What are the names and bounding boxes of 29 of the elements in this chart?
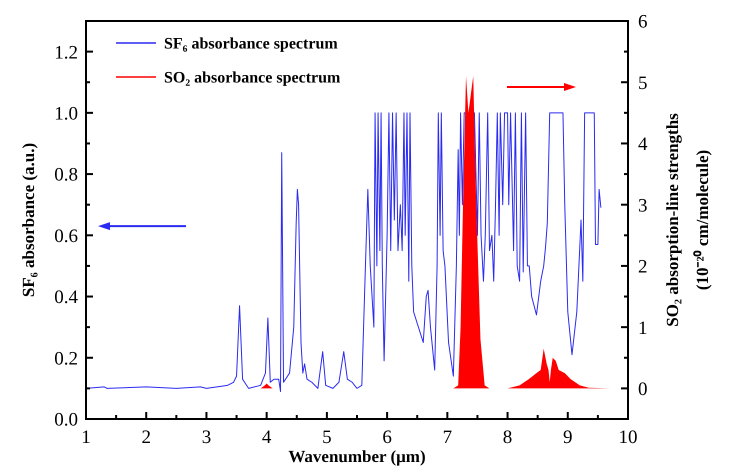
- x-tick-label: 3: [202, 427, 212, 448]
- y-tick-label: 0.8: [54, 164, 78, 186]
- x-tick-label: 4: [262, 427, 272, 448]
- y2-tick-label: 0: [638, 379, 648, 400]
- x-tick-label: 8: [502, 427, 512, 448]
- y2-tick-label: 2: [638, 256, 648, 278]
- y2-tick-label: 6: [638, 12, 648, 33]
- x-tick-label: 5: [322, 427, 332, 448]
- y-tick-label: 0.2: [54, 348, 78, 370]
- legend-label: SO₂ absorbance spectrum: [164, 70, 342, 87]
- y2-tick-label: 3: [638, 195, 648, 216]
- y-tick-label: 1.2: [54, 42, 78, 64]
- y-tick-label: 1.0: [54, 103, 78, 124]
- x-tick-label: 10: [618, 427, 638, 448]
- y-axis-title: SF₆ absorbance (a.u.): [19, 142, 38, 298]
- y2-axis-title: SO₂ absorption-line strengths (10⁻²⁰ cm/molecule): [663, 112, 712, 327]
- y2-tick-label: 5: [638, 72, 648, 94]
- y-tick-label: 0.6: [54, 226, 78, 247]
- y2-tick-label: 4: [638, 134, 648, 156]
- x-tick-label: 1: [81, 427, 91, 448]
- x-tick-label: 9: [563, 427, 573, 448]
- legend-label: SF₆ absorbance spectrum: [164, 36, 338, 53]
- y-tick-label: 0.4: [54, 287, 78, 308]
- x-axis-title: Wavenumber (μm): [288, 447, 426, 466]
- x-tick-label: 7: [442, 427, 452, 448]
- y2-tick-label: 1: [638, 318, 648, 339]
- y-tick-label: 0.0: [54, 410, 78, 431]
- x-tick-label: 6: [382, 427, 392, 448]
- x-tick-label: 2: [141, 427, 151, 448]
